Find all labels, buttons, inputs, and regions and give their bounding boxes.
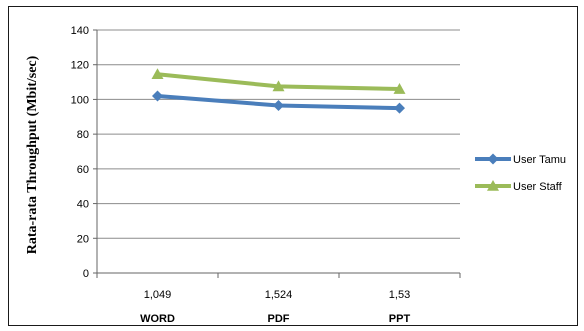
y-tick-label: 100 — [71, 94, 89, 106]
y-tick-label: 20 — [77, 233, 89, 245]
x-group-label: PDF — [268, 313, 290, 325]
legend-label: User Staff — [513, 181, 563, 193]
y-tick-label: 120 — [71, 60, 89, 72]
data-point — [394, 102, 405, 114]
series-lines — [151, 68, 406, 114]
grid-lines — [97, 29, 460, 239]
y-tick-labels: 0 20 40 60 80 100 120 140 — [71, 25, 89, 280]
x-group-label: WORD — [140, 313, 175, 325]
legend-marker — [487, 153, 499, 165]
data-point — [152, 90, 163, 102]
y-tick-label: 60 — [77, 164, 89, 176]
y-tick-label: 0 — [83, 268, 89, 280]
y-axis-label: Rata-rata Throughput (Mbit/sec) — [25, 55, 40, 254]
data-point — [273, 100, 284, 112]
x-group-label: PPT — [389, 313, 411, 325]
x-tick-labels: 1,049 1,524 1,53 WORD PDF PPT — [140, 289, 410, 325]
data-point — [151, 68, 164, 80]
chart-frame: 0 20 40 60 80 100 120 140 1,049 1,524 1,53 WORD PDF… — [8, 6, 578, 326]
x-tick-label: 1,53 — [389, 289, 410, 301]
legend-label: User Tamu — [513, 154, 566, 166]
data-point — [393, 83, 406, 94]
legend-marker — [487, 180, 499, 191]
y-tick-label: 80 — [77, 129, 89, 141]
line-chart: 0 20 40 60 80 100 120 140 1,049 1,524 1,53 WORD PDF… — [25, 25, 566, 325]
legend: User Tamu User Staff — [475, 153, 566, 193]
x-tick-label: 1,049 — [144, 289, 172, 301]
y-tick-label: 40 — [77, 199, 89, 211]
y-tick-label: 140 — [71, 25, 89, 37]
x-tick-label: 1,524 — [265, 289, 293, 301]
axes — [93, 29, 461, 278]
data-point — [272, 80, 285, 92]
